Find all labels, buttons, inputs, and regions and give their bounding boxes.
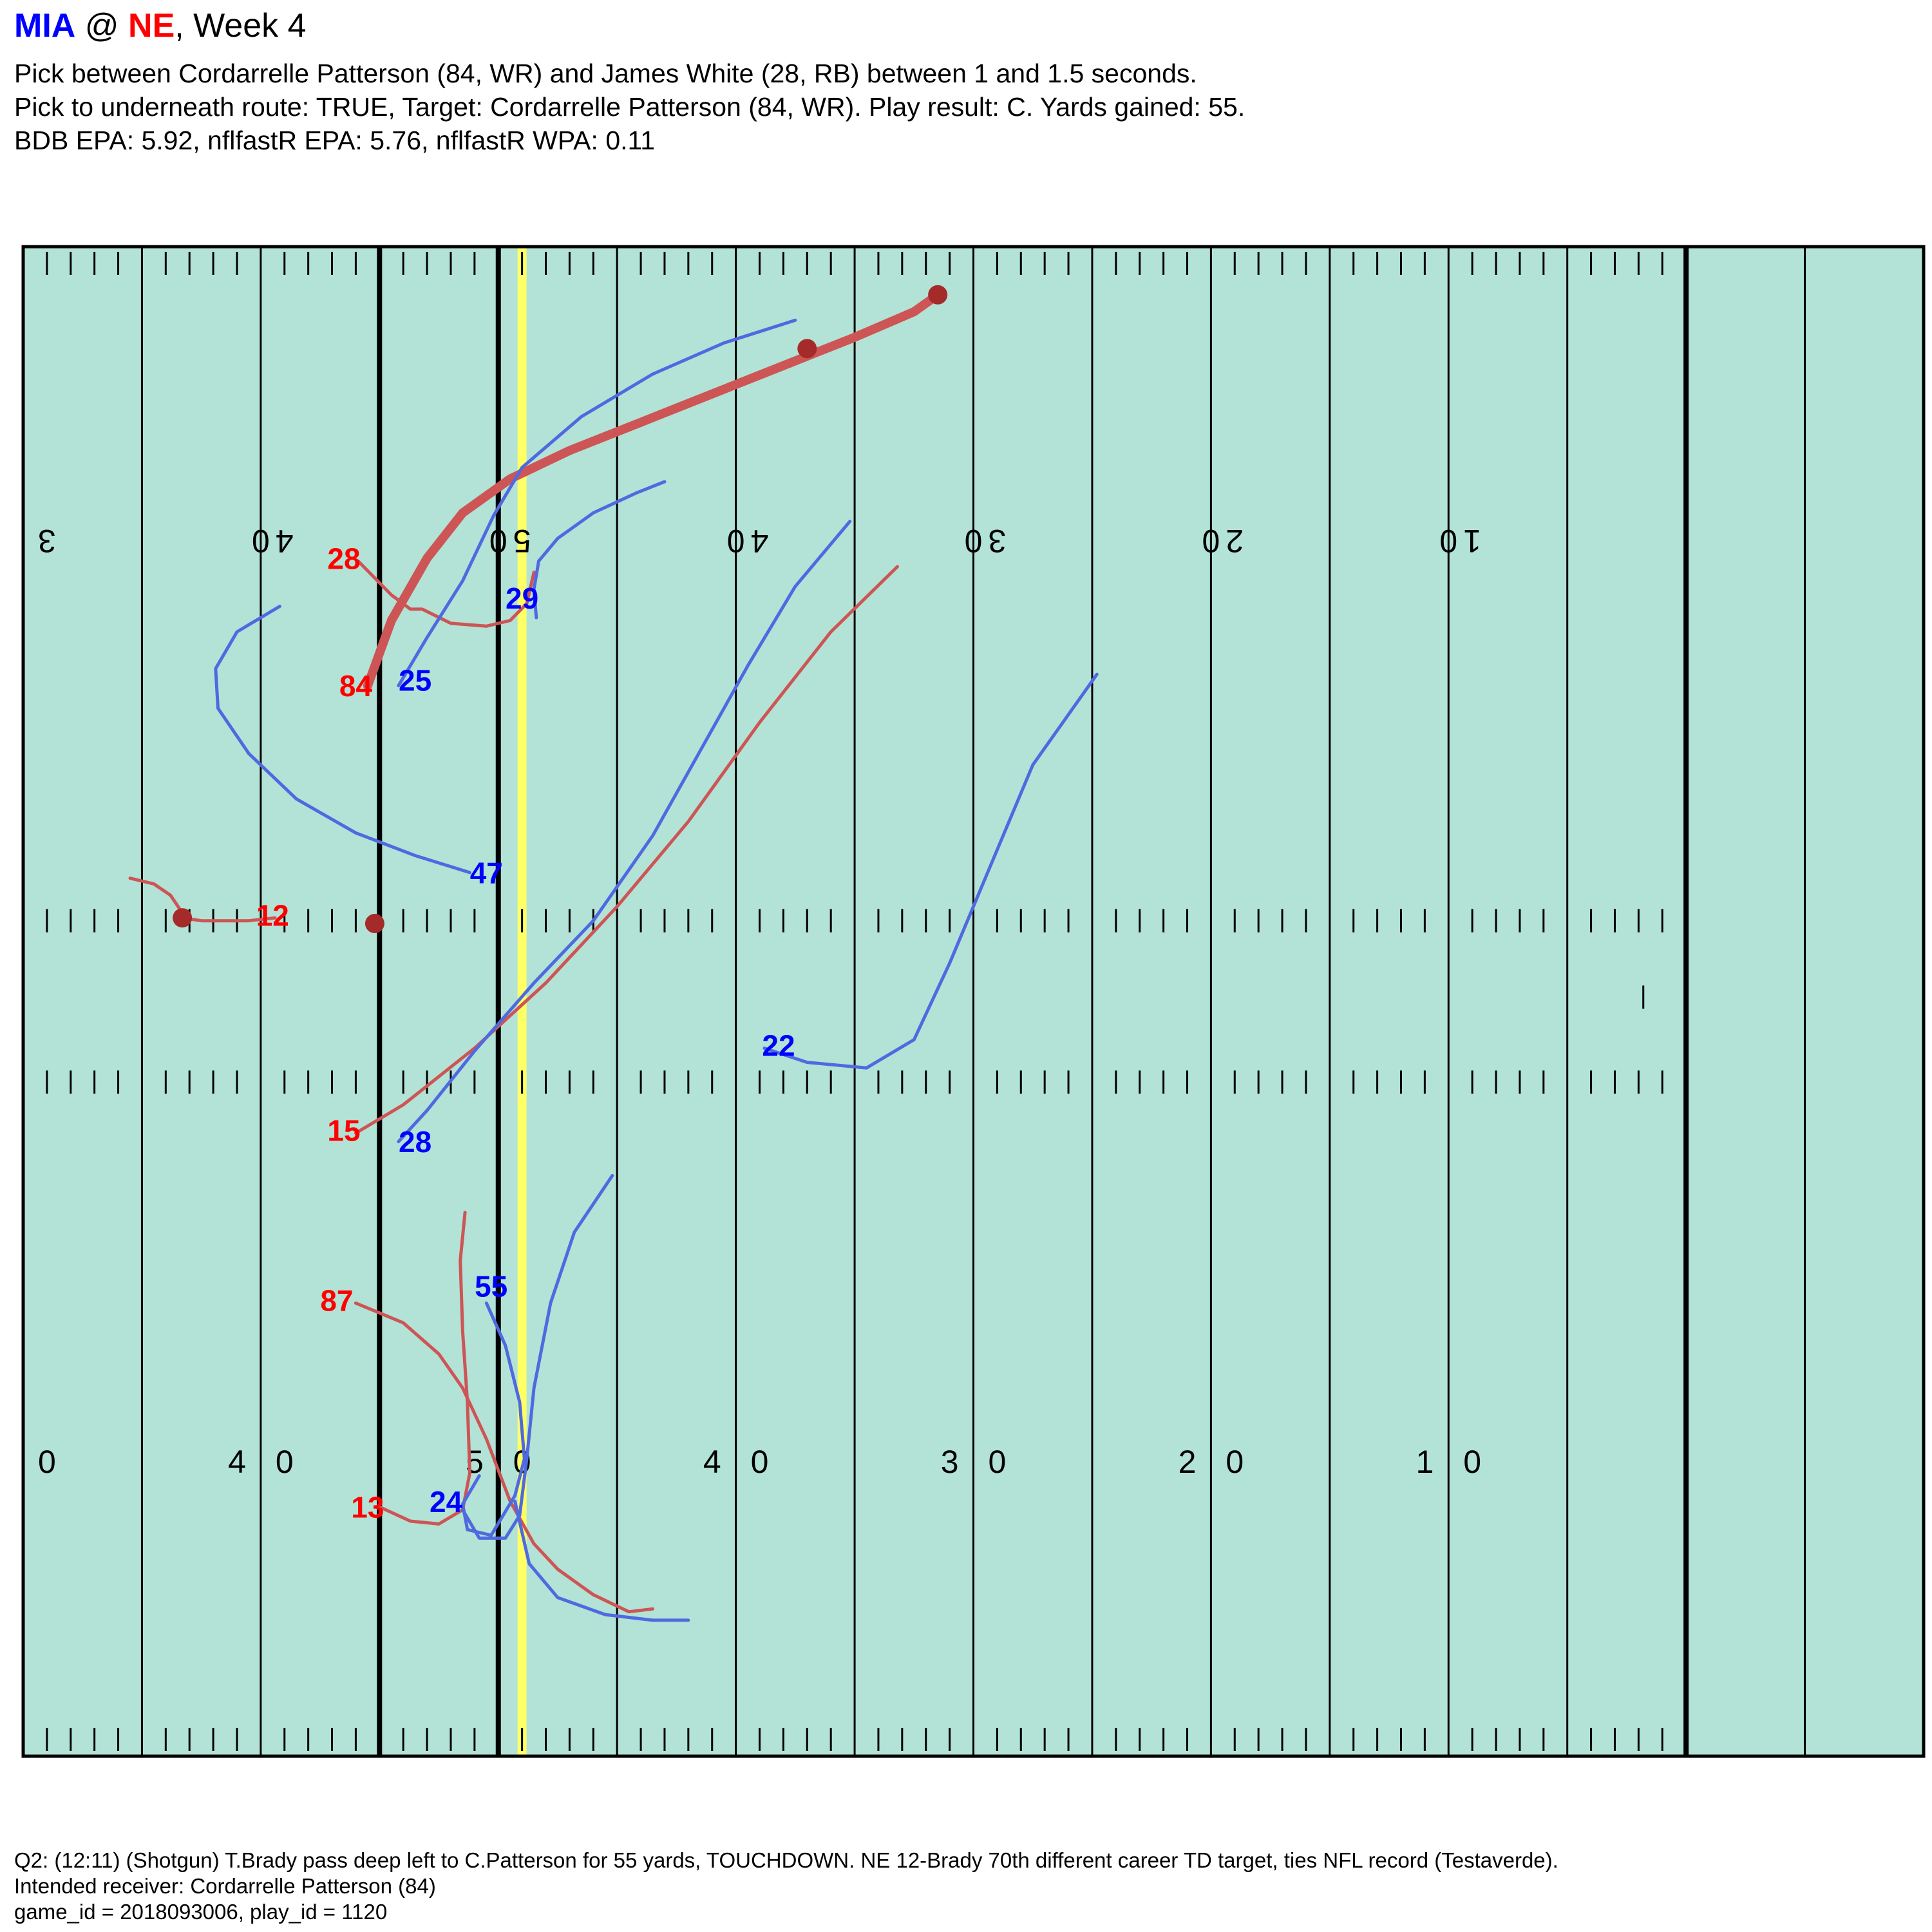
player-label-offense-13: 13 [351, 1491, 384, 1524]
track-defense-47 [214, 605, 471, 875]
track-defense-28 [397, 520, 852, 1144]
week-text: , Week 4 [175, 7, 307, 44]
player-label-offense-12: 12 [256, 898, 289, 932]
play-description: Q2: (12:11) (Shotgun) T.Brady pass deep … [14, 1848, 1558, 1872]
chart-title: MIA @ NE, Week 4 [14, 5, 307, 46]
ball-marker [928, 285, 948, 305]
yard-number-bottom: 2 [1179, 1444, 1197, 1480]
yard-number-top: 2 [1226, 523, 1244, 559]
track-defense-29 [532, 480, 667, 620]
ball-markers [173, 285, 948, 934]
player-label-offense-15: 15 [327, 1114, 360, 1148]
ball-marker [365, 914, 384, 934]
yard-number-bottom: 0 [1463, 1444, 1481, 1480]
yard-number-bottom: 4 [228, 1444, 246, 1480]
yard-numbers: 3 0 4 0 5 0 4 0 3 0 2 0 10 4 0 5 0 4 0 3 0 2 0 1 0 [38, 523, 1481, 1480]
ball-marker [173, 908, 193, 928]
yard-number-bottom: 4 [703, 1444, 721, 1480]
ball-marker [797, 339, 817, 359]
player-label-defense-25: 25 [399, 663, 431, 697]
yard-number-top: 0 [252, 523, 270, 559]
player-label-defense-29: 29 [506, 582, 538, 615]
yard-number-top: 0 [965, 523, 983, 559]
chart-subtitle: Pick between Cordarrelle Patterson (84, … [14, 57, 1245, 157]
player-label-offense-87: 87 [320, 1284, 353, 1318]
player-label-defense-24: 24 [430, 1485, 463, 1519]
play-caption: Q2: (12:11) (Shotgun) T.Brady pass deep … [14, 1847, 1558, 1924]
player-label-defense-22: 22 [762, 1029, 795, 1063]
track-defense-25 [397, 318, 797, 688]
track-defense [513, 1499, 690, 1622]
track-offense-13 [377, 1211, 471, 1526]
subtitle-line-epa: BDB EPA: 5.92, nflfastR EPA: 5.76, nflfa… [14, 126, 656, 155]
field-base [21, 245, 1926, 1758]
subtitle-line-pick: Pick between Cordarrelle Patterson (84, … [14, 59, 1197, 88]
yard-number-bottom: 3 [941, 1444, 959, 1480]
yard-number-bottom: 0 [751, 1444, 769, 1480]
intended-receiver: Intended receiver: Cordarrelle Patterson… [14, 1874, 436, 1898]
player-tracks [128, 290, 1099, 1622]
track-offense-15 [354, 565, 899, 1135]
player-label-offense-28: 28 [327, 542, 360, 575]
yard-number-top: 0 [1439, 523, 1457, 559]
yard-number-bottom: 0 [276, 1444, 294, 1480]
yard-number-top: 5 [513, 523, 531, 559]
yard-number-top: 0 [489, 523, 507, 559]
track-defense-24 [460, 1174, 614, 1540]
yard-number-bottom: 1 [1416, 1444, 1434, 1480]
yard-number-top: 4 [276, 523, 294, 559]
yard-number-top: 0 [1202, 523, 1220, 559]
player-label-defense-28: 28 [399, 1125, 431, 1159]
at-sign: @ [75, 7, 129, 44]
yard-number-top: 1 [1463, 523, 1481, 559]
away-team: MIA [14, 7, 76, 44]
yard-number-bottom: 0 [1226, 1444, 1244, 1480]
player-label-defense-55: 55 [475, 1270, 507, 1303]
game-play-ids: game_id = 2018093006, play_id = 1120 [14, 1900, 388, 1924]
field-border [21, 245, 1926, 1758]
yard-number-top: 4 [751, 523, 769, 559]
yard-number-bottom: 0 [38, 1444, 56, 1480]
subtitle-line-result: Pick to underneath route: TRUE, Target: … [14, 92, 1245, 122]
yard-number-top: 0 [727, 523, 745, 559]
yard-number-top: 3 [988, 523, 1006, 559]
track-offense-28 [356, 559, 536, 628]
track-offense-84 [363, 290, 943, 690]
player-label-defense-47: 47 [470, 856, 503, 889]
yard-number-bottom: 0 [988, 1444, 1006, 1480]
yard-number-top: 3 [38, 523, 56, 559]
track-defense-22 [762, 672, 1099, 1070]
player-labels: 84 28 12 15 87 13 25 29 47 28 22 55 24 [256, 542, 795, 1524]
home-team: NE [128, 7, 175, 44]
player-label-offense-84: 84 [339, 669, 373, 703]
